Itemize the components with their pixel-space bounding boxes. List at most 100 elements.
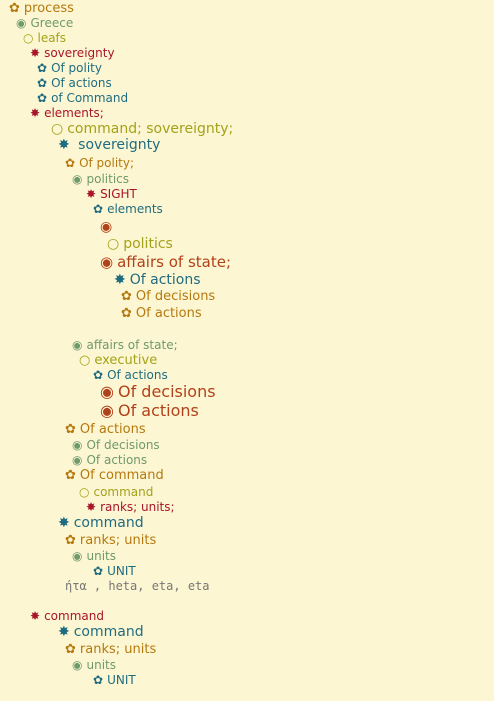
- node-label: leafs: [37, 31, 67, 45]
- star-icon: ✸: [30, 609, 41, 623]
- node-command-3[interactable]: ✸ command: [30, 610, 104, 622]
- node-label: Of decisions: [135, 289, 216, 304]
- flower-icon: ✿: [93, 368, 104, 382]
- flower-icon: ✿: [37, 61, 48, 75]
- star-icon: ✸: [58, 624, 70, 640]
- node-of-actions-6[interactable]: ✿ Of actions: [65, 423, 146, 436]
- node-ranks-units-3[interactable]: ✿ ranks; units: [65, 643, 156, 656]
- node-label: Of actions: [117, 401, 199, 420]
- node-unit[interactable]: ✿ UNIT: [93, 565, 136, 577]
- target-icon: ◉: [72, 549, 83, 563]
- node-units[interactable]: ◉ units: [72, 550, 116, 562]
- flower-icon: ✿: [65, 642, 76, 657]
- target-icon: ◉: [72, 172, 83, 186]
- target-icon: ◉: [100, 401, 114, 420]
- target-icon: ◉: [100, 253, 114, 271]
- node-executive[interactable]: ○ executive: [79, 354, 157, 367]
- node-label: command; sovereignty;: [67, 121, 234, 137]
- star-icon: ✸: [114, 272, 126, 288]
- node-of-actions[interactable]: ✿ Of actions: [37, 77, 112, 89]
- node-label: UNIT: [107, 673, 136, 687]
- node-empty-target[interactable]: ◉: [100, 220, 116, 234]
- target-icon: ◉: [16, 16, 27, 30]
- node-label: affairs of state;: [86, 338, 178, 352]
- flower-icon: ✿: [65, 468, 76, 483]
- node-command-4[interactable]: ✸ command: [58, 625, 144, 639]
- node-affairs-of-state[interactable]: ◉ affairs of state;: [100, 255, 231, 270]
- node-politics-2[interactable]: ○ politics: [107, 237, 173, 251]
- node-label: Of actions: [107, 368, 168, 382]
- flower-icon: ✿: [9, 1, 20, 16]
- node-of-command[interactable]: ✿ of Command: [37, 92, 128, 104]
- node-of-decisions[interactable]: ✿ Of decisions: [121, 290, 215, 303]
- node-affairs-of-state-2[interactable]: ◉ affairs of state;: [72, 339, 178, 351]
- node-label: Of actions: [129, 272, 201, 288]
- node-of-command-2[interactable]: ✿ Of command: [65, 469, 164, 482]
- node-leafs[interactable]: ○ leafs: [23, 32, 66, 44]
- node-label: affairs of state;: [117, 253, 232, 271]
- node-of-actions-2[interactable]: ✸ Of actions: [114, 273, 201, 287]
- star-icon: ✸: [86, 187, 97, 201]
- node-of-actions-5[interactable]: ◉ Of actions: [100, 403, 199, 419]
- node-process[interactable]: ✿ process: [9, 2, 74, 15]
- node-of-actions-7[interactable]: ◉ Of actions: [72, 454, 147, 466]
- node-label: units: [86, 549, 116, 563]
- node-of-polity[interactable]: ✿ Of polity: [37, 62, 102, 74]
- node-label: executive: [94, 353, 158, 368]
- flower-icon: ✿: [93, 564, 104, 578]
- star-icon: ✸: [58, 137, 70, 153]
- node-command-2[interactable]: ✸ command: [58, 516, 144, 530]
- node-of-actions-4[interactable]: ✿ Of actions: [93, 369, 168, 381]
- node-label: of Command: [51, 91, 129, 105]
- target-icon: ◉: [72, 658, 83, 672]
- node-label: ranks; units: [79, 642, 157, 657]
- flower-icon: ✿: [121, 289, 132, 304]
- circle-icon: ○: [51, 121, 64, 137]
- node-sight[interactable]: ✸ SIGHT: [86, 188, 137, 200]
- node-label: command: [93, 485, 154, 499]
- flower-icon: ✿: [65, 422, 76, 437]
- node-label: Of actions: [135, 306, 202, 321]
- node-command-sovereignty[interactable]: ○ command; sovereignty;: [51, 122, 233, 136]
- node-unit-2[interactable]: ✿ UNIT: [93, 674, 136, 686]
- node-of-actions-3[interactable]: ✿ Of actions: [121, 307, 202, 320]
- flower-icon: ✿: [65, 156, 76, 170]
- star-icon: ✸: [30, 46, 41, 60]
- node-ranks-units[interactable]: ✸ ranks; units;: [86, 501, 175, 513]
- flower-icon: ✿: [121, 306, 132, 321]
- node-label: ranks; units: [79, 533, 157, 548]
- node-units-2[interactable]: ◉ units: [72, 659, 116, 671]
- node-sovereignty-2[interactable]: ✸ sovereignty: [58, 138, 160, 152]
- node-elements[interactable]: ✸ elements;: [30, 107, 104, 119]
- node-sovereignty[interactable]: ✸ sovereignty: [30, 47, 115, 59]
- node-label: command: [73, 624, 144, 640]
- node-of-polity-2[interactable]: ✿ Of polity;: [65, 157, 134, 169]
- node-label: Of polity: [51, 61, 102, 75]
- node-label: Of polity;: [79, 156, 135, 170]
- target-icon: ◉: [72, 338, 83, 352]
- target-icon: ◉: [100, 382, 114, 401]
- star-icon: ✸: [58, 515, 70, 531]
- node-ranks-units-2[interactable]: ✿ ranks; units: [65, 534, 156, 547]
- node-label: Of actions: [51, 76, 112, 90]
- node-of-decisions-3[interactable]: ◉ Of decisions: [72, 439, 160, 451]
- target-icon: ◉: [72, 453, 83, 467]
- node-greece[interactable]: ◉ Greece: [16, 17, 73, 29]
- node-elements-2[interactable]: ✿ elements: [93, 203, 163, 215]
- star-icon: ✸: [30, 106, 41, 120]
- node-label: Of command: [79, 468, 164, 483]
- node-heta-note[interactable]: ήτα , heta, eta, eta: [65, 580, 210, 592]
- node-label: ranks; units;: [100, 500, 175, 514]
- star-icon: ✸: [86, 500, 97, 514]
- node-label: process: [23, 1, 74, 16]
- node-label: Of actions: [86, 453, 148, 467]
- node-label: sovereignty: [44, 46, 115, 60]
- node-label: politics: [86, 172, 129, 186]
- target-icon: ◉: [100, 219, 113, 235]
- flower-icon: ✿: [93, 673, 104, 687]
- node-label: politics: [123, 236, 173, 252]
- node-politics[interactable]: ◉ politics: [72, 173, 129, 185]
- node-of-decisions-2[interactable]: ◉ Of decisions: [100, 384, 216, 400]
- node-command[interactable]: ○ command: [79, 486, 153, 498]
